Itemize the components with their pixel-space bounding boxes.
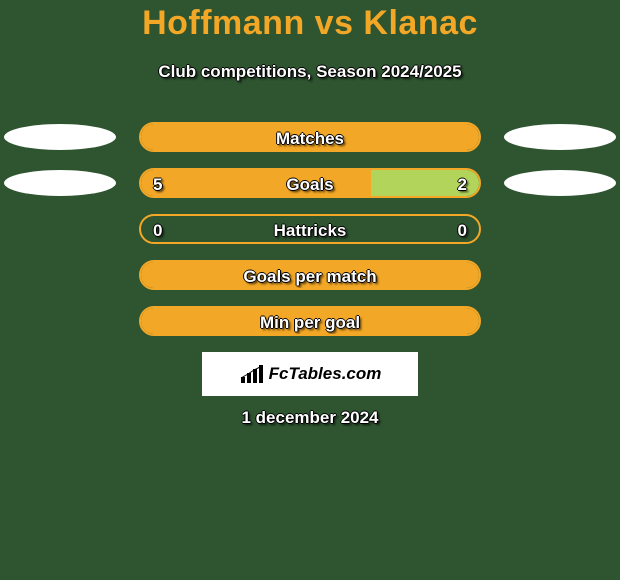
stat-row: Min per goal: [0, 306, 620, 336]
bar-track: Goals per match: [139, 260, 481, 290]
subtitle: Club competitions, Season 2024/2025: [0, 62, 620, 82]
left-value-ellipse: [4, 124, 116, 150]
logo-text: FcTables.com: [269, 364, 382, 384]
bar-value-left: 0: [153, 216, 162, 244]
logo-inner: FcTables.com: [239, 363, 382, 385]
bar-track: Goals52: [139, 168, 481, 198]
logo-bars-icon: [239, 363, 265, 385]
stat-row: Hattricks0 0: [0, 214, 620, 244]
title-text: Hoffmann vs Klanac: [142, 4, 478, 42]
bar-fill-left: [141, 262, 479, 288]
bar-label: Hattricks: [141, 216, 479, 244]
left-value-ellipse: [4, 170, 116, 196]
date-line: 1 december 2024: [0, 408, 620, 428]
logo-box: FcTables.com: [202, 352, 418, 396]
right-value-ellipse: [504, 124, 616, 150]
bar-fill-left: [141, 170, 371, 196]
stat-row: Matches: [0, 122, 620, 152]
bar-track: Matches: [139, 122, 481, 152]
stat-row: Goals52: [0, 168, 620, 198]
bar-track: Hattricks0 0: [139, 214, 481, 244]
bar-fill-left: [141, 308, 479, 334]
stat-row: Goals per match: [0, 260, 620, 290]
bar-fill-right: [371, 170, 479, 196]
page-title: Hoffmann vs Klanac: [0, 4, 620, 43]
right-value-ellipse: [504, 170, 616, 196]
date-text: 1 december 2024: [241, 408, 378, 427]
subtitle-text: Club competitions, Season 2024/2025: [158, 62, 461, 81]
bar-track: Min per goal: [139, 306, 481, 336]
bars-container: Matches Goals52 Hattricks0 0 Goals per match…: [0, 122, 620, 352]
bar-value-right: 0: [458, 216, 467, 244]
bar-fill-left: [141, 124, 479, 150]
comparison-infographic: Hoffmann vs Klanac Club competitions, Se…: [0, 0, 620, 580]
